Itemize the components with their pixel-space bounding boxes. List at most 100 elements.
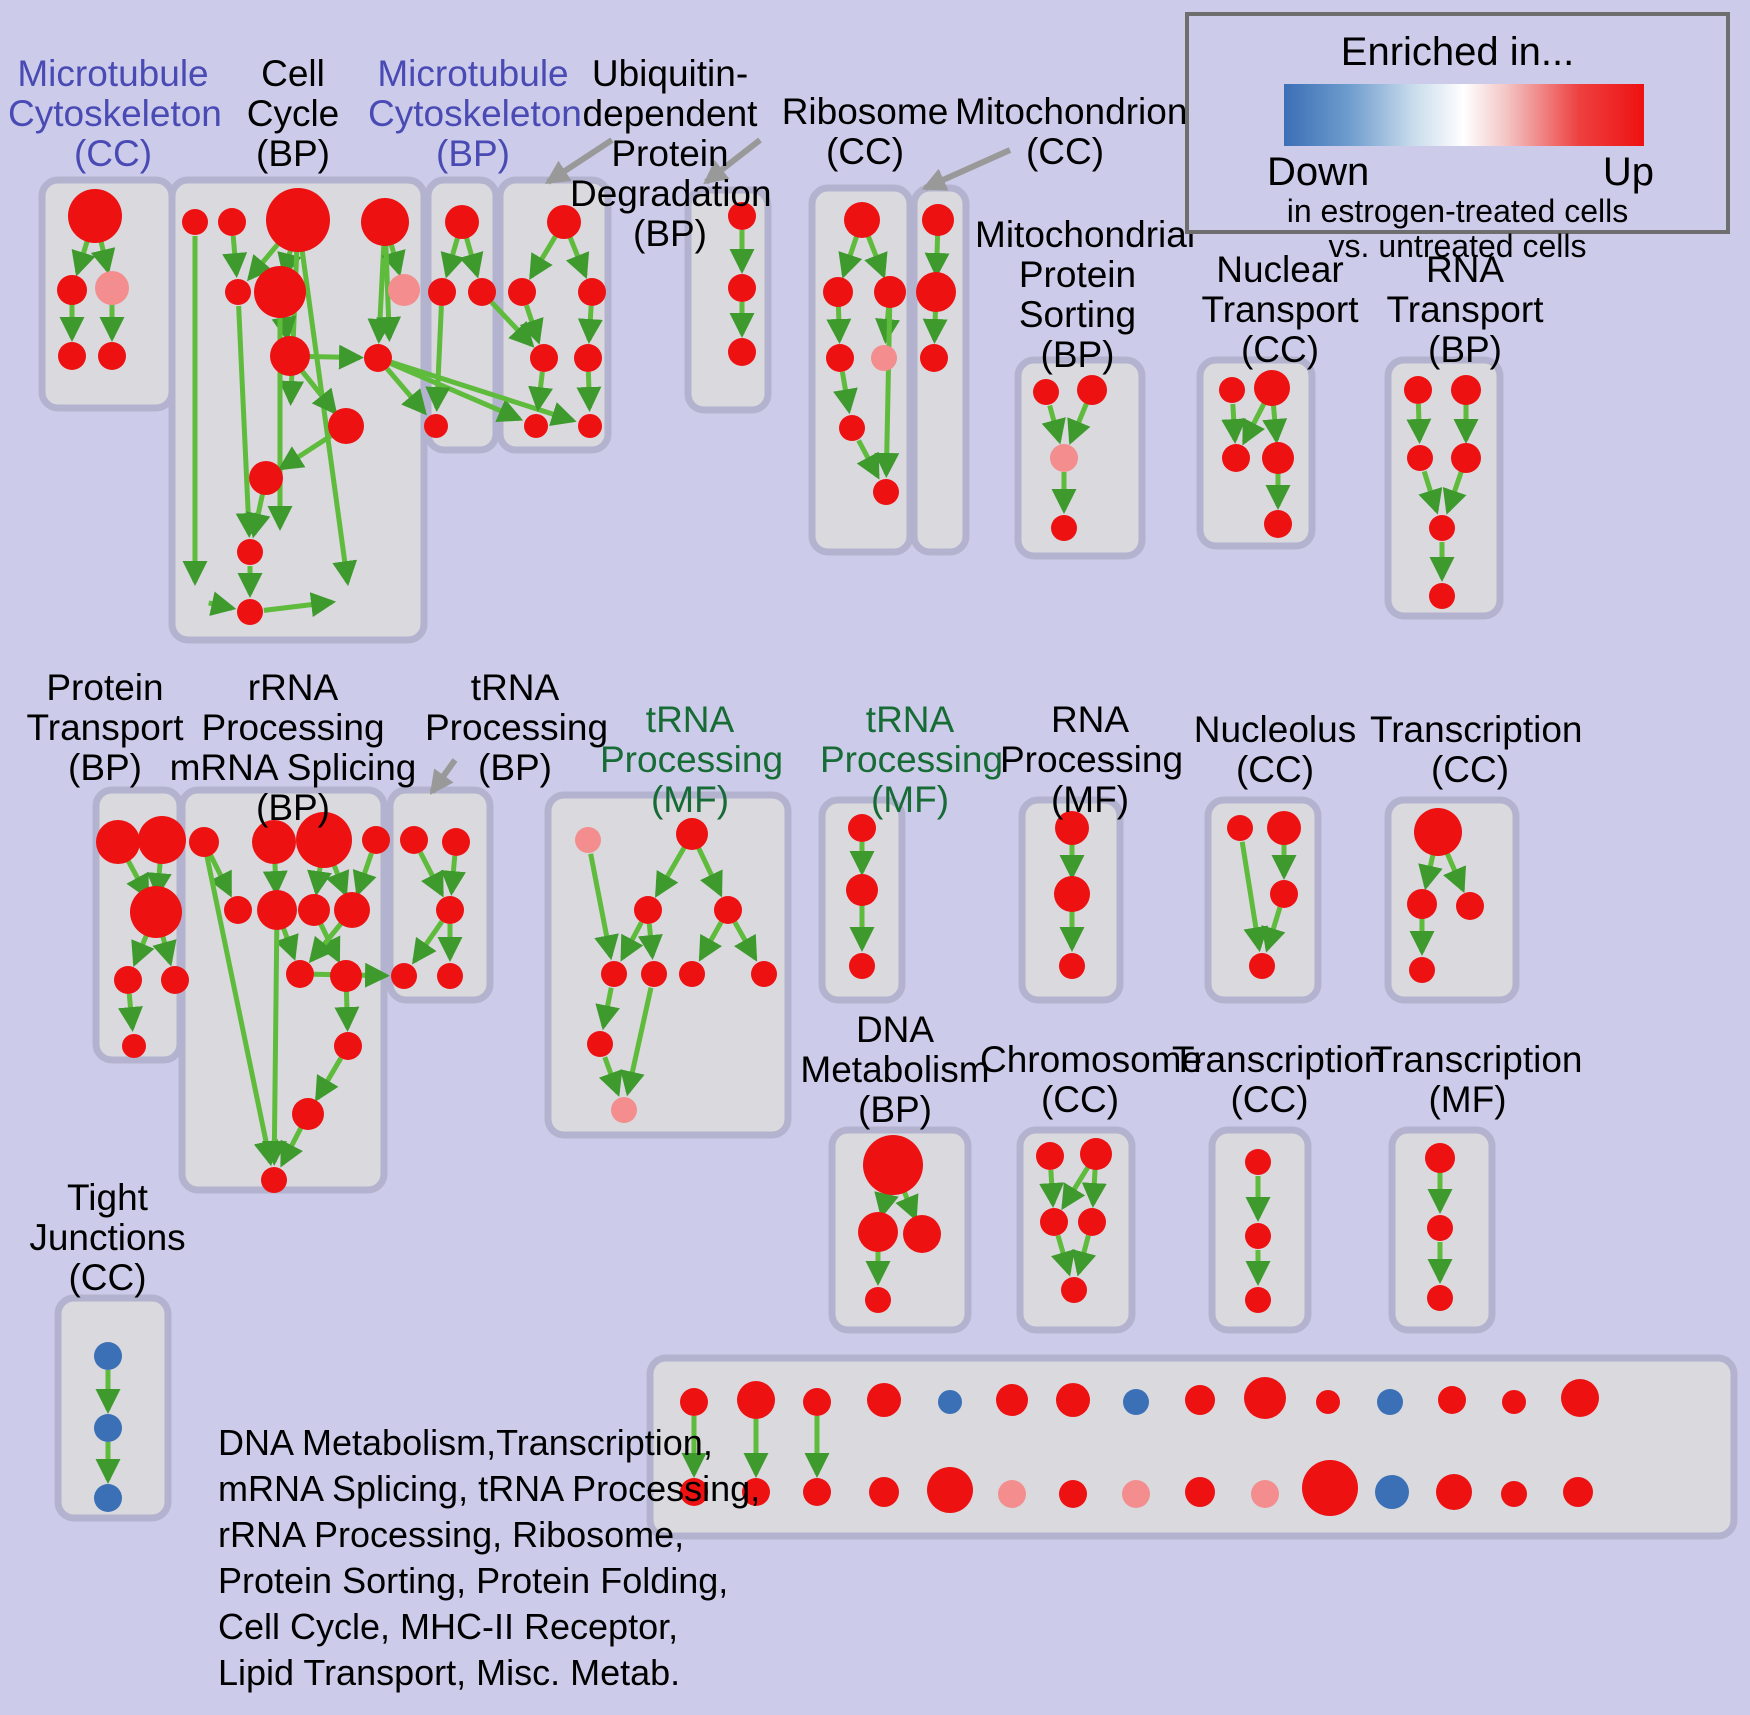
graph-node[interactable] (468, 278, 496, 306)
graph-node[interactable] (436, 896, 464, 924)
graph-node[interactable] (1185, 1385, 1215, 1415)
graph-node[interactable] (1407, 445, 1433, 471)
graph-node[interactable] (1563, 1477, 1593, 1507)
graph-node[interactable] (751, 961, 777, 987)
graph-node[interactable] (1050, 444, 1078, 472)
graph-node[interactable] (826, 344, 854, 372)
graph-node[interactable] (634, 896, 662, 924)
graph-node[interactable] (679, 961, 705, 987)
graph-node[interactable] (1501, 1481, 1527, 1507)
graph-node[interactable] (1249, 953, 1275, 979)
graph-node[interactable] (873, 479, 899, 505)
graph-node[interactable] (1222, 444, 1250, 472)
graph-node[interactable] (524, 414, 548, 438)
graph-node[interactable] (728, 202, 756, 230)
graph-node[interactable] (922, 204, 954, 236)
graph-node[interactable] (578, 414, 602, 438)
graph-node[interactable] (1316, 1390, 1340, 1414)
graph-node[interactable] (330, 960, 362, 992)
graph-node[interactable] (1080, 1138, 1112, 1170)
graph-node[interactable] (114, 966, 142, 994)
graph-node[interactable] (867, 1383, 901, 1417)
graph-node[interactable] (96, 820, 140, 864)
graph-node[interactable] (225, 279, 251, 305)
graph-node[interactable] (98, 342, 126, 370)
graph-node[interactable] (249, 461, 283, 495)
graph-node[interactable] (1245, 1287, 1271, 1313)
graph-node[interactable] (996, 1384, 1028, 1416)
graph-node[interactable] (95, 271, 129, 305)
graph-node[interactable] (587, 1031, 613, 1057)
graph-node[interactable] (1059, 1480, 1087, 1508)
graph-node[interactable] (130, 886, 182, 938)
graph-node[interactable] (94, 1342, 122, 1370)
graph-node[interactable] (1244, 1377, 1286, 1419)
graph-node[interactable] (57, 275, 87, 305)
graph-node[interactable] (254, 266, 306, 318)
graph-node[interactable] (920, 344, 948, 372)
graph-node[interactable] (714, 896, 742, 924)
graph-node[interactable] (728, 274, 756, 302)
graph-node[interactable] (364, 344, 392, 372)
graph-node[interactable] (1436, 1474, 1472, 1510)
graph-node[interactable] (292, 1098, 324, 1130)
graph-node[interactable] (1051, 515, 1077, 541)
graph-node[interactable] (728, 338, 756, 366)
graph-node[interactable] (916, 272, 956, 312)
graph-node[interactable] (1078, 1208, 1106, 1236)
graph-node[interactable] (848, 814, 876, 842)
graph-node[interactable] (1262, 442, 1294, 474)
graph-node[interactable] (388, 274, 420, 306)
graph-node[interactable] (865, 1287, 891, 1313)
graph-node[interactable] (1264, 510, 1292, 538)
graph-node[interactable] (1056, 1383, 1090, 1417)
graph-node[interactable] (680, 1478, 708, 1506)
graph-node[interactable] (742, 1478, 770, 1506)
graph-node[interactable] (863, 1135, 923, 1195)
graph-node[interactable] (803, 1388, 831, 1416)
graph-node[interactable] (424, 414, 448, 438)
graph-node[interactable] (1561, 1379, 1599, 1417)
graph-node[interactable] (575, 827, 601, 853)
graph-node[interactable] (218, 208, 246, 236)
graph-node[interactable] (871, 345, 897, 371)
graph-node[interactable] (858, 1212, 898, 1252)
graph-node[interactable] (1267, 811, 1301, 845)
graph-node[interactable] (1122, 1480, 1150, 1508)
graph-node[interactable] (1033, 379, 1059, 405)
graph-node[interactable] (869, 1477, 899, 1507)
graph-node[interactable] (641, 961, 667, 987)
graph-node[interactable] (1254, 370, 1290, 406)
graph-node[interactable] (1061, 1277, 1087, 1303)
graph-node[interactable] (998, 1480, 1026, 1508)
graph-node[interactable] (182, 209, 208, 235)
graph-node[interactable] (1245, 1223, 1271, 1249)
graph-node[interactable] (1429, 583, 1455, 609)
graph-node[interactable] (334, 892, 370, 928)
graph-node[interactable] (839, 415, 865, 441)
graph-node[interactable] (1427, 1285, 1453, 1311)
graph-node[interactable] (1036, 1142, 1064, 1170)
graph-node[interactable] (680, 1388, 708, 1416)
graph-node[interactable] (237, 599, 263, 625)
graph-node[interactable] (334, 1032, 362, 1060)
graph-node[interactable] (1185, 1477, 1215, 1507)
graph-node[interactable] (1375, 1475, 1409, 1509)
graph-node[interactable] (874, 276, 906, 308)
graph-node[interactable] (844, 202, 880, 238)
graph-node[interactable] (1451, 375, 1481, 405)
graph-node[interactable] (1377, 1389, 1403, 1415)
graph-node[interactable] (530, 344, 558, 372)
graph-node[interactable] (328, 408, 364, 444)
graph-node[interactable] (1409, 957, 1435, 983)
graph-node[interactable] (1059, 953, 1085, 979)
graph-node[interactable] (1245, 1149, 1271, 1175)
graph-node[interactable] (846, 874, 878, 906)
graph-node[interactable] (400, 826, 428, 854)
graph-node[interactable] (94, 1414, 122, 1442)
graph-node[interactable] (296, 812, 352, 868)
graph-node[interactable] (361, 198, 409, 246)
graph-node[interactable] (547, 205, 581, 239)
graph-node[interactable] (298, 894, 330, 926)
graph-node[interactable] (445, 205, 479, 239)
